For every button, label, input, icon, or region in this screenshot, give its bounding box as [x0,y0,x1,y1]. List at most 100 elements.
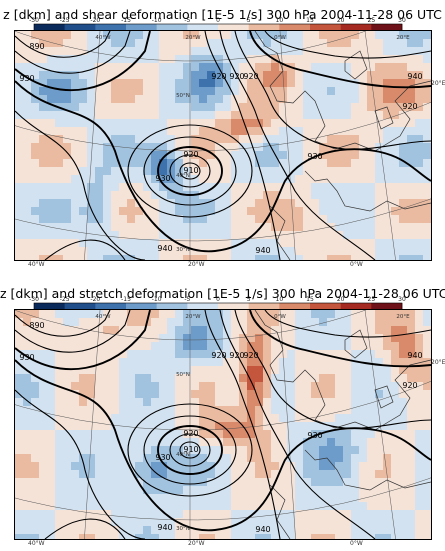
contour-label: 910 [183,445,198,454]
right-longitude-label: 20°E [431,80,445,87]
contour-label: 920 [402,102,417,111]
colorbar-swatch [279,303,311,311]
colorbar-swatch [279,24,311,32]
colorbar-swatch [218,24,249,32]
contour-label: 890 [29,321,44,330]
longitude-label: 20°E [396,35,410,41]
top-panel-shear: z [dkm] and shear deformation [1E-5 1/s]… [0,0,445,272]
colorbar-swatch [310,303,341,311]
bottom-longitude-label: 20°W [188,540,205,547]
colorbar-swatch [248,24,280,32]
colorbar-tick-label: 10 [276,17,284,24]
bottom-longitude-label: 40°W [28,261,45,268]
contour-label: 930 [155,174,170,183]
colorbar-tick-label: 10 [276,296,284,303]
deformation-field [15,31,431,260]
colorbar-tick-label: -25 [60,17,70,24]
colorbar-swatch [340,303,372,311]
height-contours [15,310,431,539]
colorbar-tick-label: 5 [247,17,251,24]
longitude-label: 40°W [95,35,111,41]
contour-label: 940 [157,244,172,253]
colorbar-tick-label: 20 [337,17,345,24]
longitude-label: 40°W [95,314,111,320]
top-panel-title: z [dkm] and shear deformation [1E-5 1/s]… [3,7,442,22]
colorbar-swatch [340,24,372,32]
contour-label: 940 [255,525,270,534]
colorbar-swatch [126,303,157,311]
bottom-longitude-label: 40°W [28,540,45,547]
latitude-label: 40°N [176,173,190,179]
colorbar-swatch [64,303,96,311]
colorbar-swatch [310,24,341,32]
colorbar-swatch [248,303,280,311]
colorbar-tick-label: 25 [368,296,376,303]
colorbar-tick-label: -5 [184,296,190,303]
colorbar-tick-label: -10 [152,17,162,24]
colorbar-tick-label: -25 [60,296,70,303]
contour-label: 920 [243,72,258,81]
colorbar-tick-label: 0 [216,296,220,303]
contour-label: 920 [211,72,226,81]
colorbar-tick-label: -20 [90,296,100,303]
bottom-colorbar: -30 -25 -20 -15 -10 -5 0 5 10 15 20 25 30 [29,296,406,312]
right-longitude-label: 20°E [431,359,445,366]
colorbar-swatch [371,303,403,311]
colorbar-swatch [34,303,65,311]
contour-label: 920 [183,429,198,438]
latitude-label: 50°N [176,372,190,378]
colorbar-swatch [64,24,96,32]
contour-label: 940 [407,351,422,360]
colorbar-tick-label: -10 [152,296,162,303]
contour-label: 930 [307,431,322,440]
contour-label: 930 [19,74,34,83]
colorbar-tick-label: -5 [184,17,190,24]
longitude-label: 20°E [396,314,410,320]
colorbar-swatch [34,24,65,32]
contour-label: 920 [402,381,417,390]
contour-label: 910 [183,166,198,175]
colorbar-tick-label: 5 [247,296,251,303]
bottom-panel-title: z [dkm] and stretch deformation [1E-5 1/… [0,286,445,301]
contour-label: 930 [155,453,170,462]
latitude-label: 30°N [176,247,190,253]
colorbar-swatch [95,303,127,311]
top-map: 890 910 920 920 920 920 930 930 940 940 940 930 920 4… [14,30,432,261]
colorbar-swatch [126,24,157,32]
coastlines [254,31,431,260]
colorbar-swatch [187,303,219,311]
colorbar-tick-label: -15 [121,296,131,303]
contour-label: 940 [255,246,270,255]
colorbar-swatch [187,24,219,32]
colorbar-swatch [371,24,403,32]
latitude-label: 40°N [176,452,190,458]
colorbar-tick-label: -15 [121,17,131,24]
bottom-panel-stretch: z [dkm] and stretch deformation [1E-5 1/… [0,279,445,551]
colorbar-tick-label: 15 [306,17,314,24]
colorbar-tick-label: 20 [337,296,345,303]
contour-label: 920 [229,351,244,360]
bottom-map: 890 910 920 920 920 920 930 930 940 940 940 930 920 4… [14,309,432,540]
longitude-label: 20°W [185,314,201,320]
bottom-longitude-label: 0°W [350,261,363,268]
colorbar-tick-label: -30 [29,17,39,24]
longitude-label: 20°W [185,35,201,41]
deformation-field [15,310,431,539]
colorbar-tick-label: 15 [306,296,314,303]
colorbar-swatch [95,24,127,32]
contour-label: 920 [183,150,198,159]
contour-label: 940 [157,523,172,532]
colorbar-tick-label: -20 [90,17,100,24]
contour-label: 920 [243,351,258,360]
coastlines [254,310,431,539]
longitude-label: 0°W [274,35,286,41]
colorbar-swatch [156,24,188,32]
colorbar-swatch [156,303,188,311]
longitude-label: 0°W [274,314,286,320]
contour-label: 890 [29,42,44,51]
contour-label: 930 [19,353,34,362]
bottom-longitude-label: 20°W [188,261,205,268]
contour-label: 940 [407,72,422,81]
latitude-label: 30°N [176,526,190,532]
colorbar-tick-label: 0 [216,17,220,24]
